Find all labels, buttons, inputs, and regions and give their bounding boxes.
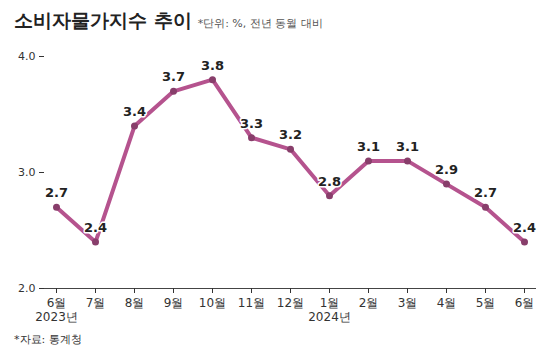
svg-text:2.4: 2.4 [513,220,536,235]
svg-text:4.0: 4.0 [18,50,36,63]
svg-text:2.4: 2.4 [84,220,107,235]
svg-text:12월: 12월 [277,296,304,310]
svg-text:3.0: 3.0 [18,166,36,179]
svg-text:11월: 11월 [238,296,265,310]
svg-text:2.0: 2.0 [18,282,36,295]
svg-text:3.1: 3.1 [396,139,419,154]
svg-text:10월: 10월 [199,296,226,310]
html-text:소비자물가지수 추이 *단위: %, 전년 동월 대비: 소비자물가지수 추이 *단위: %, 전년 동월 대비 [14,9,323,31]
html-text:*자료: 통계청: *자료: 통계청 [14,333,82,346]
svg-text:2월: 2월 [359,296,379,310]
svg-text:6월2023년: 6월2023년 [35,296,78,324]
svg-text:6월: 6월 [515,296,535,310]
svg-text:3.4: 3.4 [123,104,146,119]
svg-text:3월: 3월 [398,296,418,310]
svg-text:1월2024년: 1월2024년 [308,296,351,324]
svg-text:3.1: 3.1 [357,139,380,154]
svg-text:4월: 4월 [437,296,457,310]
svg-text:8월: 8월 [125,296,145,310]
svg-text:7월: 7월 [86,296,106,310]
svg-text:5월: 5월 [476,296,496,310]
svg-text:2.7: 2.7 [474,185,497,200]
svg-text:3.2: 3.2 [279,127,302,142]
svg-text:9월: 9월 [164,296,184,310]
svg-text:3.8: 3.8 [201,58,224,73]
svg-text:2.7: 2.7 [45,185,68,200]
svg-text:3.3: 3.3 [240,116,263,131]
svg-text:2.8: 2.8 [318,174,341,189]
svg-text:2.9: 2.9 [435,162,458,177]
svg-text:3.7: 3.7 [162,69,185,84]
